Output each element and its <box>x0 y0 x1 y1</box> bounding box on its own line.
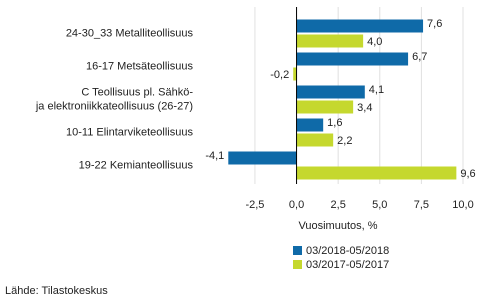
x-tick-label: 2,5 <box>331 199 346 211</box>
bar <box>296 85 365 99</box>
y-tick-label: 10-11 Elintarviketeollisuus <box>66 126 193 138</box>
data-label: 3,4 <box>357 102 372 114</box>
data-label: 2,2 <box>337 135 352 147</box>
data-label: 6,7 <box>412 51 427 63</box>
x-tick-label: 5,0 <box>372 199 387 211</box>
data-label: 9,6 <box>460 168 475 180</box>
y-tick-label: C Teollisuus pl. Sähkö-ja elektroniikkat… <box>35 86 193 112</box>
source: Lähde: Tilastokeskus <box>5 285 108 297</box>
y-tick-label: 19-22 Kemianteollisuus <box>79 159 194 171</box>
y-tick-label: 16-17 Metsäteollisuus <box>86 60 194 72</box>
x-tick-label: 7,5 <box>414 199 429 211</box>
bar <box>296 100 354 114</box>
data-label: 1,6 <box>327 117 342 129</box>
x-axis-label: Vuosimuutos, % <box>298 220 377 232</box>
data-label: 4,1 <box>369 84 384 96</box>
bar <box>228 151 297 165</box>
bar <box>296 166 457 180</box>
legend-label: 03/2018-05/2018 <box>306 245 389 257</box>
legend-swatch <box>293 260 302 269</box>
data-label: 4,0 <box>367 36 382 48</box>
legend-label: 03/2017-05/2017 <box>306 259 389 271</box>
y-tick-label: 24-30_33 Metalliteollisuus <box>66 27 194 39</box>
data-label: -4,1 <box>205 150 224 162</box>
data-label: -0,2 <box>270 69 289 81</box>
x-tick-label: 0,0 <box>289 199 304 211</box>
bar <box>296 34 364 48</box>
legend-swatch <box>293 246 302 255</box>
data-label: 7,6 <box>427 18 442 30</box>
bar <box>296 19 424 33</box>
bar <box>293 67 297 81</box>
bar <box>296 133 334 147</box>
bar <box>296 118 324 132</box>
bar <box>296 52 409 66</box>
x-tick-label: -2,5 <box>245 199 264 211</box>
x-tick-label: 10,0 <box>452 199 473 211</box>
